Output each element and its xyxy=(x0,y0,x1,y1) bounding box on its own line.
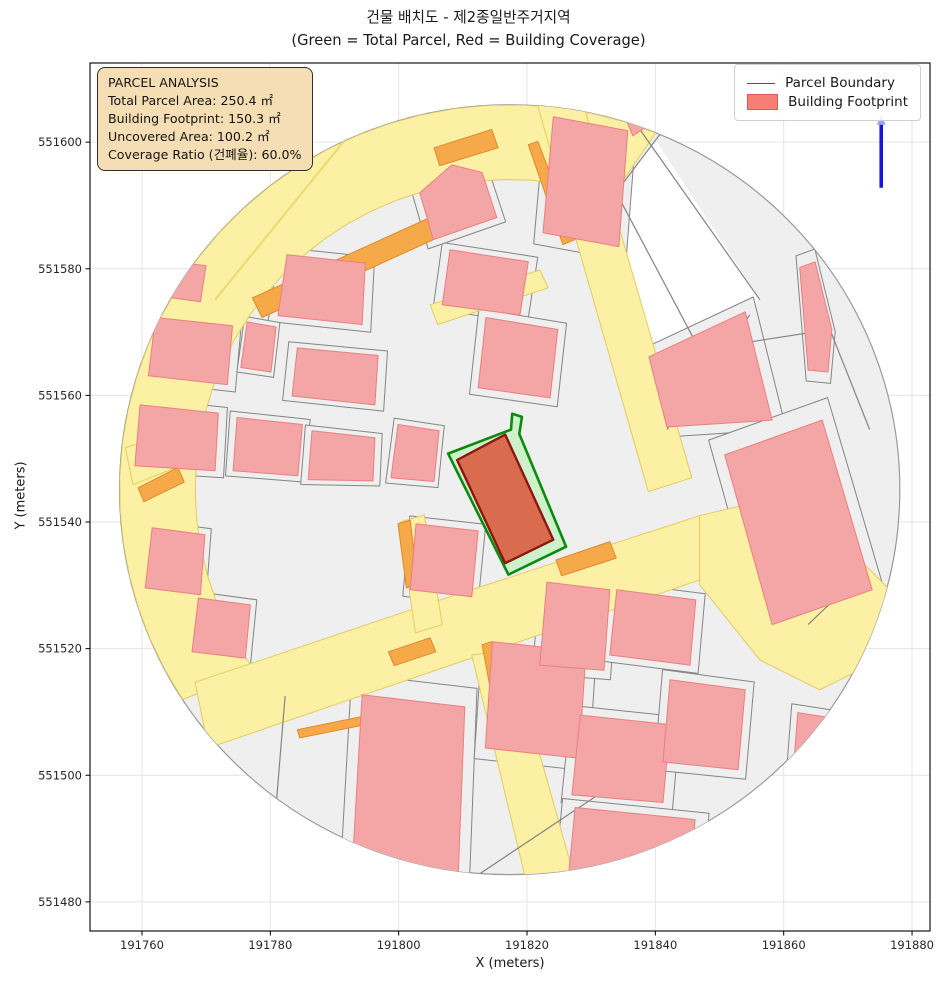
chart-title-line1: 건물 배치도 - 제2종일반주거지역 xyxy=(366,9,571,26)
chart-title: 건물 배치도 - 제2종일반주거지역 (Green = Total Parcel… xyxy=(0,7,937,53)
building xyxy=(307,430,376,482)
building xyxy=(277,254,366,325)
road-spoke xyxy=(214,126,356,301)
building xyxy=(791,712,859,793)
y-tick-label: 551500 xyxy=(38,768,82,782)
building xyxy=(648,311,773,428)
y-tick-label: 551580 xyxy=(38,262,82,276)
red-patch-swatch xyxy=(747,94,779,110)
building xyxy=(134,404,219,472)
orange-strip xyxy=(387,637,437,667)
building xyxy=(567,807,696,875)
parcel-line xyxy=(829,329,871,430)
building xyxy=(240,321,277,373)
building xyxy=(571,714,671,803)
y-tick-label: 551520 xyxy=(38,642,82,656)
legend: Parcel Boundary Building Footprint xyxy=(734,64,921,121)
x-tick-label: 191800 xyxy=(377,938,421,952)
building xyxy=(147,317,233,386)
building xyxy=(542,116,629,248)
analysis-uncovered: Uncovered Area: 100.2 ㎡ xyxy=(108,128,270,144)
orange-strip xyxy=(137,467,185,503)
building xyxy=(724,419,873,626)
x-tick-label: 191780 xyxy=(248,938,292,952)
axis-ticks: 191760 191780 191800 191820 191840 191860 1918… xyxy=(38,135,934,952)
buildings xyxy=(134,104,873,875)
building xyxy=(390,424,440,482)
legend-label-parcel-boundary: Parcel Boundary xyxy=(785,75,895,91)
analysis-footprint: Building Footprint: 150.3 ㎡ xyxy=(108,110,281,126)
y-tick-label: 551540 xyxy=(38,515,82,529)
chart-title-line2: (Green = Total Parcel, Red = Building Co… xyxy=(291,31,646,49)
building xyxy=(191,597,251,659)
building xyxy=(539,581,611,671)
analysis-total-area: Total Parcel Area: 250.4 ㎡ xyxy=(108,92,274,108)
parcel-line xyxy=(619,199,701,351)
legend-item-parcel-boundary: Parcel Boundary xyxy=(747,75,908,91)
x-tick-label: 191880 xyxy=(890,938,934,952)
y-tick-label: 551600 xyxy=(38,135,82,149)
parcel-line xyxy=(639,129,761,301)
x-tick-label: 191820 xyxy=(505,938,549,952)
green-line-swatch xyxy=(747,82,776,84)
building xyxy=(441,249,529,316)
building xyxy=(291,347,379,406)
orange-strip xyxy=(555,541,617,577)
y-tick-label: 551480 xyxy=(38,895,82,909)
building xyxy=(477,317,559,399)
building xyxy=(662,679,746,771)
building xyxy=(162,261,207,303)
x-tick-label: 191860 xyxy=(762,938,806,952)
legend-item-building-footprint: Building Footprint xyxy=(747,94,908,110)
y-axis-label: Y (meters) xyxy=(13,461,29,530)
building xyxy=(351,694,466,875)
y-tick-label: 551560 xyxy=(38,388,82,402)
building-footprint-highlight xyxy=(455,433,555,565)
building xyxy=(799,261,833,373)
building xyxy=(144,527,206,596)
building xyxy=(609,589,697,666)
x-tick-label: 191840 xyxy=(633,938,677,952)
x-axis-label: X (meters) xyxy=(475,956,545,971)
orange-strip xyxy=(433,129,499,167)
analysis-heading: PARCEL ANALYSIS xyxy=(108,75,219,90)
parcel-analysis-box: PARCEL ANALYSIS Total Parcel Area: 250.4… xyxy=(97,67,313,172)
building xyxy=(419,164,498,241)
axes-frame xyxy=(89,62,931,932)
legend-label-building-footprint: Building Footprint xyxy=(788,94,908,110)
building xyxy=(409,523,479,598)
x-tick-label: 191760 xyxy=(120,938,164,952)
analysis-coverage-ratio: Coverage Ratio (건폐율): 60.0% xyxy=(108,146,302,162)
building xyxy=(232,417,303,477)
